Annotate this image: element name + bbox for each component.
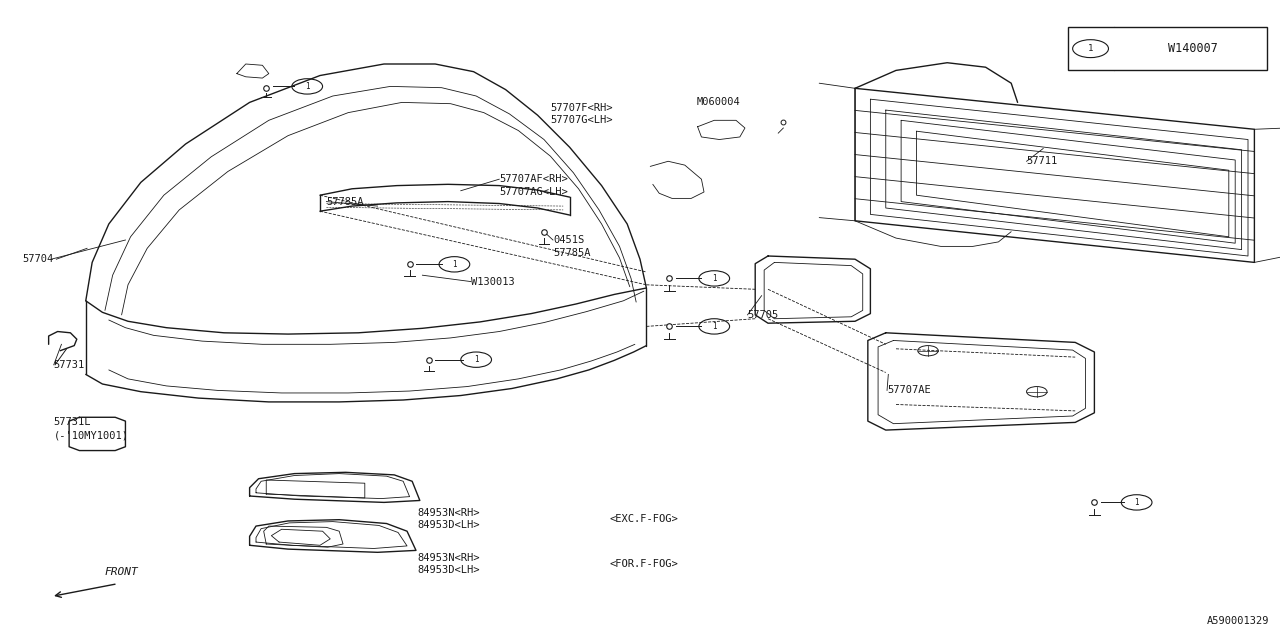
Text: 57707F<RH>: 57707F<RH> (550, 102, 613, 113)
Text: 57704: 57704 (23, 254, 54, 264)
Text: M060004: M060004 (696, 97, 740, 108)
Text: <FOR.F-FOG>: <FOR.F-FOG> (609, 559, 678, 569)
Text: 57731: 57731 (54, 360, 84, 370)
Text: 84953D<LH>: 84953D<LH> (417, 520, 480, 530)
Text: W140007: W140007 (1169, 42, 1217, 55)
Text: 57707AE: 57707AE (887, 385, 931, 396)
Text: 57785A: 57785A (326, 196, 364, 207)
Text: 57785A: 57785A (553, 248, 590, 258)
Text: FRONT: FRONT (105, 567, 138, 577)
Text: 84953N<RH>: 84953N<RH> (417, 553, 480, 563)
Text: 1: 1 (474, 355, 479, 364)
Text: 1: 1 (1134, 498, 1139, 507)
Text: (-'10MY1001): (-'10MY1001) (54, 430, 129, 440)
Text: 57711: 57711 (1027, 156, 1057, 166)
Text: 84953D<LH>: 84953D<LH> (417, 564, 480, 575)
Text: 57707AG<LH>: 57707AG<LH> (499, 187, 568, 197)
Text: 84953N<RH>: 84953N<RH> (417, 508, 480, 518)
Text: 1: 1 (712, 322, 717, 331)
Text: 1: 1 (305, 82, 310, 91)
Text: 0451S: 0451S (553, 235, 584, 245)
Text: A590001329: A590001329 (1207, 616, 1270, 626)
Text: 57731L: 57731L (54, 417, 91, 428)
Text: 57705: 57705 (748, 310, 778, 320)
Text: 57707AF<RH>: 57707AF<RH> (499, 174, 568, 184)
Text: 1: 1 (712, 274, 717, 283)
Text: 57707G<LH>: 57707G<LH> (550, 115, 613, 125)
Text: <EXC.F-FOG>: <EXC.F-FOG> (609, 514, 678, 524)
Text: 1: 1 (1088, 44, 1093, 53)
FancyBboxPatch shape (1068, 27, 1267, 70)
Text: W130013: W130013 (471, 276, 515, 287)
Text: 1: 1 (452, 260, 457, 269)
